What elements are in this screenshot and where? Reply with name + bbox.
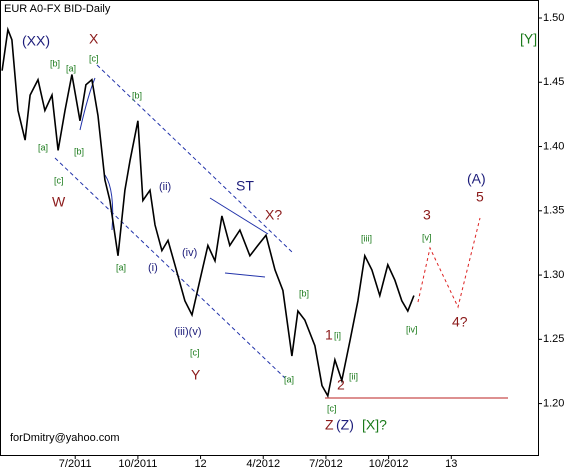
annotation: [Y]	[520, 31, 537, 47]
annotation: W	[52, 194, 66, 210]
chart-title: EUR A0-FX BID-Daily	[4, 3, 111, 15]
x-tick-label: 13	[445, 458, 457, 468]
annotation: 1	[325, 327, 333, 343]
triangle	[79, 77, 269, 278]
annotation: (i)	[148, 262, 158, 274]
x-tick-label: 10/2012	[369, 458, 409, 468]
y-tick-label: 1.30	[543, 269, 564, 281]
annotation: X?	[265, 207, 282, 223]
annotation: [a]	[116, 262, 126, 272]
annotation: 3	[423, 207, 431, 223]
annotation: [a]	[284, 374, 294, 384]
y-tick-label: 1.35	[543, 205, 564, 217]
x-tick-label: 12	[194, 458, 206, 468]
annotation: ST	[236, 178, 254, 194]
x-tick-label: 10/2011	[118, 458, 157, 468]
annotation: [X]?	[362, 417, 387, 433]
annotation: [a]	[66, 63, 76, 73]
annotation: (ii)	[159, 181, 171, 193]
annotation: [b]	[132, 90, 142, 100]
price-line	[1, 26, 415, 399]
annotation: (iii)(v)	[174, 326, 201, 338]
y-tick-label: 1.40	[543, 140, 564, 152]
annotation: [iv]	[406, 324, 418, 334]
annotation: (A)	[467, 171, 486, 187]
annotation: [a]	[38, 142, 48, 152]
channel	[54, 64, 293, 379]
annotation: (XX)	[22, 33, 50, 49]
x-tick-label: 7/2012	[309, 458, 343, 468]
annotation: [b]	[74, 146, 84, 156]
annotation: (iv)	[182, 247, 197, 259]
annotation: [v]	[422, 232, 432, 242]
annotation: X	[89, 31, 99, 47]
annotation: Y	[191, 367, 201, 383]
y-tick-label: 1.45	[543, 76, 564, 88]
annotation: [iii]	[361, 233, 372, 243]
y-tick-label: 1.25	[543, 333, 564, 345]
plot-frame	[0, 0, 539, 456]
x-tick-label: 4/2012	[246, 458, 280, 468]
annotation: Z	[325, 417, 334, 433]
footer: forDmitry@yahoo.com	[10, 432, 120, 444]
annotation: [b]	[50, 58, 60, 68]
y-tick-label: 1.20	[543, 397, 564, 409]
annotation: [c]	[190, 347, 200, 357]
y-tick-label: 1.50	[543, 12, 564, 24]
annotation: [c]	[54, 175, 64, 185]
x-tick-label: 7/2011	[59, 458, 92, 468]
annotation: 2	[337, 377, 345, 393]
annotation: (Z)	[336, 417, 354, 433]
annotation: [i]	[334, 330, 341, 340]
annotation: [c]	[327, 403, 337, 413]
annotation: [c]	[89, 53, 99, 63]
annotation: [ii]	[349, 371, 358, 381]
annotation: [b]	[299, 288, 309, 298]
annotation: 5	[476, 189, 484, 205]
annotation: 4?	[452, 314, 468, 330]
